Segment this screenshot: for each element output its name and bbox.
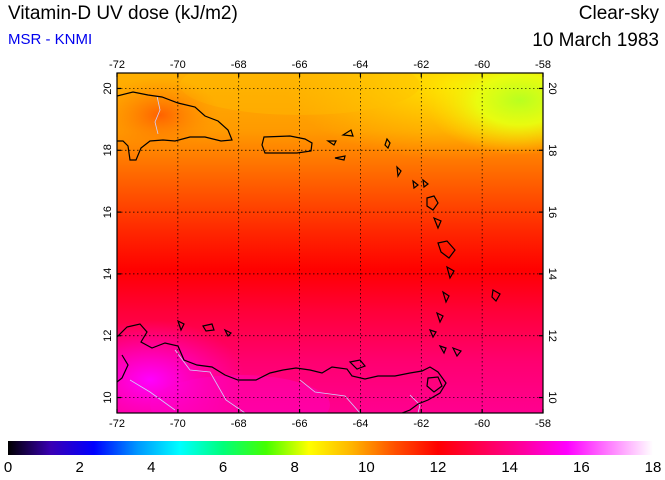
lat-label: 16 <box>102 206 114 218</box>
lon-label: -58 <box>535 59 551 71</box>
lat-label: 20 <box>546 82 558 94</box>
lon-label: -66 <box>292 59 308 71</box>
lat-label: 12 <box>102 330 114 342</box>
colorbar-label: 12 <box>429 459 447 476</box>
lat-labels-right: 10 12 14 16 18 20 <box>546 82 558 403</box>
lat-label: 10 <box>546 391 558 403</box>
lon-label: -64 <box>352 59 368 71</box>
coast-hispaniola <box>117 91 233 161</box>
colorbar-label: 16 <box>572 459 590 476</box>
lat-label: 14 <box>546 268 558 280</box>
uv-dose-field <box>117 73 543 413</box>
lat-labels-left: 10 12 14 16 18 20 <box>102 82 114 403</box>
lon-label: -60 <box>474 59 490 71</box>
lon-labels-top: -72 -70 -68 -66 -64 -62 -60 -58 <box>109 59 551 71</box>
frame-ticks <box>116 73 544 413</box>
date-label: 10 March 1983 <box>532 30 659 51</box>
lat-label: 18 <box>546 144 558 156</box>
coast-puerto-rico <box>261 135 313 154</box>
source-label: MSR - KNMI <box>8 31 93 48</box>
lon-label: -68 <box>231 59 247 71</box>
lon-label: -62 <box>413 418 429 430</box>
coast-south-america <box>117 323 447 413</box>
lat-label: 14 <box>102 268 114 280</box>
colorbar-label: 10 <box>357 459 375 476</box>
lon-label: -72 <box>109 418 125 430</box>
colorbar-label: 18 <box>644 459 662 476</box>
lon-label: -64 <box>352 418 368 430</box>
lon-labels-bottom: -72 -70 -68 -66 -64 -62 -60 -58 <box>109 418 551 430</box>
colorbar-label: 8 <box>290 459 299 476</box>
lat-label: 16 <box>546 206 558 218</box>
lon-label: -62 <box>413 59 429 71</box>
colorbar-label: 0 <box>3 459 13 476</box>
lon-label: -58 <box>535 418 551 430</box>
lon-label: -60 <box>474 418 490 430</box>
colorbar-label: 14 <box>501 459 518 476</box>
colorbar-label: 2 <box>75 459 84 476</box>
map-frame <box>116 72 544 414</box>
lon-label: -70 <box>170 418 186 430</box>
colorbar <box>8 441 653 455</box>
country-borders <box>129 95 421 413</box>
lat-label: 10 <box>102 391 114 403</box>
lon-label: -66 <box>292 418 308 430</box>
sky-condition-label: Clear-sky <box>578 3 659 24</box>
lon-label: -68 <box>231 418 247 430</box>
colorbar-label: 6 <box>218 459 228 476</box>
lon-label: -72 <box>109 59 125 71</box>
colorbar-label: 4 <box>147 459 156 476</box>
lon-label: -70 <box>170 59 186 71</box>
map-title: Vitamin-D UV dose (kJ/m2) <box>8 3 238 24</box>
lat-label: 20 <box>102 82 114 94</box>
lat-label: 18 <box>102 144 114 156</box>
graticule <box>117 73 543 413</box>
lat-label: 12 <box>546 330 558 342</box>
coastlines <box>117 91 501 413</box>
